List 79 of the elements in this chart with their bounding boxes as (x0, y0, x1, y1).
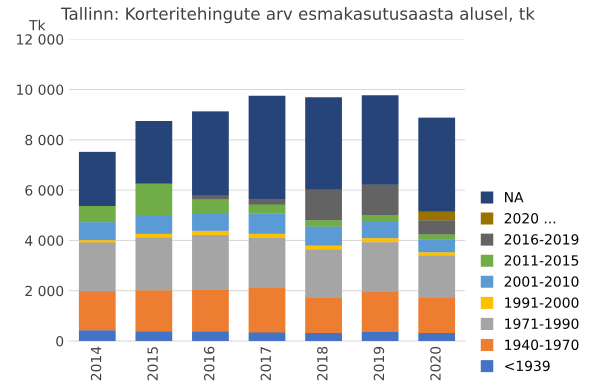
y-axis-title: Tk (29, 20, 46, 30)
bar (192, 199, 229, 214)
x-tick-label: 2015 (147, 347, 158, 380)
y-tick-label: 8 000 (25, 134, 64, 146)
y-tick-label: 4 000 (25, 235, 64, 246)
bar (78, 242, 116, 292)
bar (192, 289, 229, 332)
y-tick-label: 2 000 (25, 286, 64, 296)
bar (248, 238, 286, 288)
chart-title: Tallinn: Korteritehingute arv esmakasutusaasta alusel, tk (61, 7, 535, 24)
legend-label: 2001-2010 (504, 276, 578, 287)
x-tick-label: 2014 (90, 346, 102, 380)
bar (135, 216, 172, 234)
x-tick-label: 2018 (317, 346, 328, 380)
y-tick-label: 12 000 (17, 34, 64, 45)
bar (78, 291, 116, 330)
bar (362, 242, 399, 292)
bar (418, 234, 456, 240)
bar (135, 290, 172, 332)
bar (305, 190, 342, 220)
x-tick-label: 2016 (204, 346, 214, 380)
bar (362, 215, 399, 222)
bar (418, 239, 456, 252)
bar (362, 238, 399, 242)
bar (305, 220, 342, 227)
y-tick-label: 0 (56, 336, 64, 347)
bar (362, 332, 399, 342)
legend-label: 1991-2000 (505, 297, 578, 308)
legend-label: 2020 ... (504, 213, 556, 224)
bar (135, 237, 172, 290)
bar (192, 331, 229, 342)
bar (192, 111, 229, 196)
bar (248, 199, 286, 204)
bar (362, 95, 399, 185)
bar (192, 230, 229, 235)
legend-label: NA (505, 192, 524, 202)
bar (418, 220, 456, 234)
x-tick-label: 2017 (260, 347, 272, 380)
bar (78, 330, 116, 342)
bar (248, 288, 286, 332)
bar (78, 222, 116, 240)
x-tick-label: 2019 (374, 346, 384, 380)
bar (192, 214, 229, 231)
bar (418, 252, 456, 256)
bar (362, 184, 399, 216)
legend-label: 2011-2015 (504, 255, 578, 266)
x-tick-label: 2020 (430, 346, 441, 380)
bar (305, 249, 342, 298)
legend-label: <1939 (505, 360, 550, 372)
y-tick-label: 6 000 (25, 185, 64, 196)
bar (418, 332, 456, 342)
bar (418, 298, 456, 333)
bar (248, 234, 286, 238)
bar (78, 206, 116, 222)
legend-label: 1940-1970 (505, 340, 578, 350)
bar (192, 196, 229, 200)
bar (418, 118, 456, 212)
bar (248, 204, 286, 214)
bar (135, 331, 172, 342)
bar (78, 152, 116, 206)
bar (135, 120, 172, 184)
bar (305, 97, 342, 190)
bar (305, 332, 342, 342)
bar (248, 96, 286, 200)
y-tick-label: 10 000 (17, 84, 64, 95)
bar (135, 184, 172, 216)
bar (305, 297, 342, 333)
bar (248, 332, 286, 342)
bar (135, 234, 172, 238)
bar (192, 234, 229, 290)
bar (248, 213, 286, 234)
bar (362, 222, 399, 238)
bar (418, 255, 456, 298)
bar (305, 245, 342, 250)
bar (305, 226, 342, 246)
legend-label: 1971-1990 (505, 318, 578, 329)
legend-label: 2016-2019 (504, 234, 578, 245)
bar (362, 291, 399, 332)
bar (418, 212, 456, 220)
